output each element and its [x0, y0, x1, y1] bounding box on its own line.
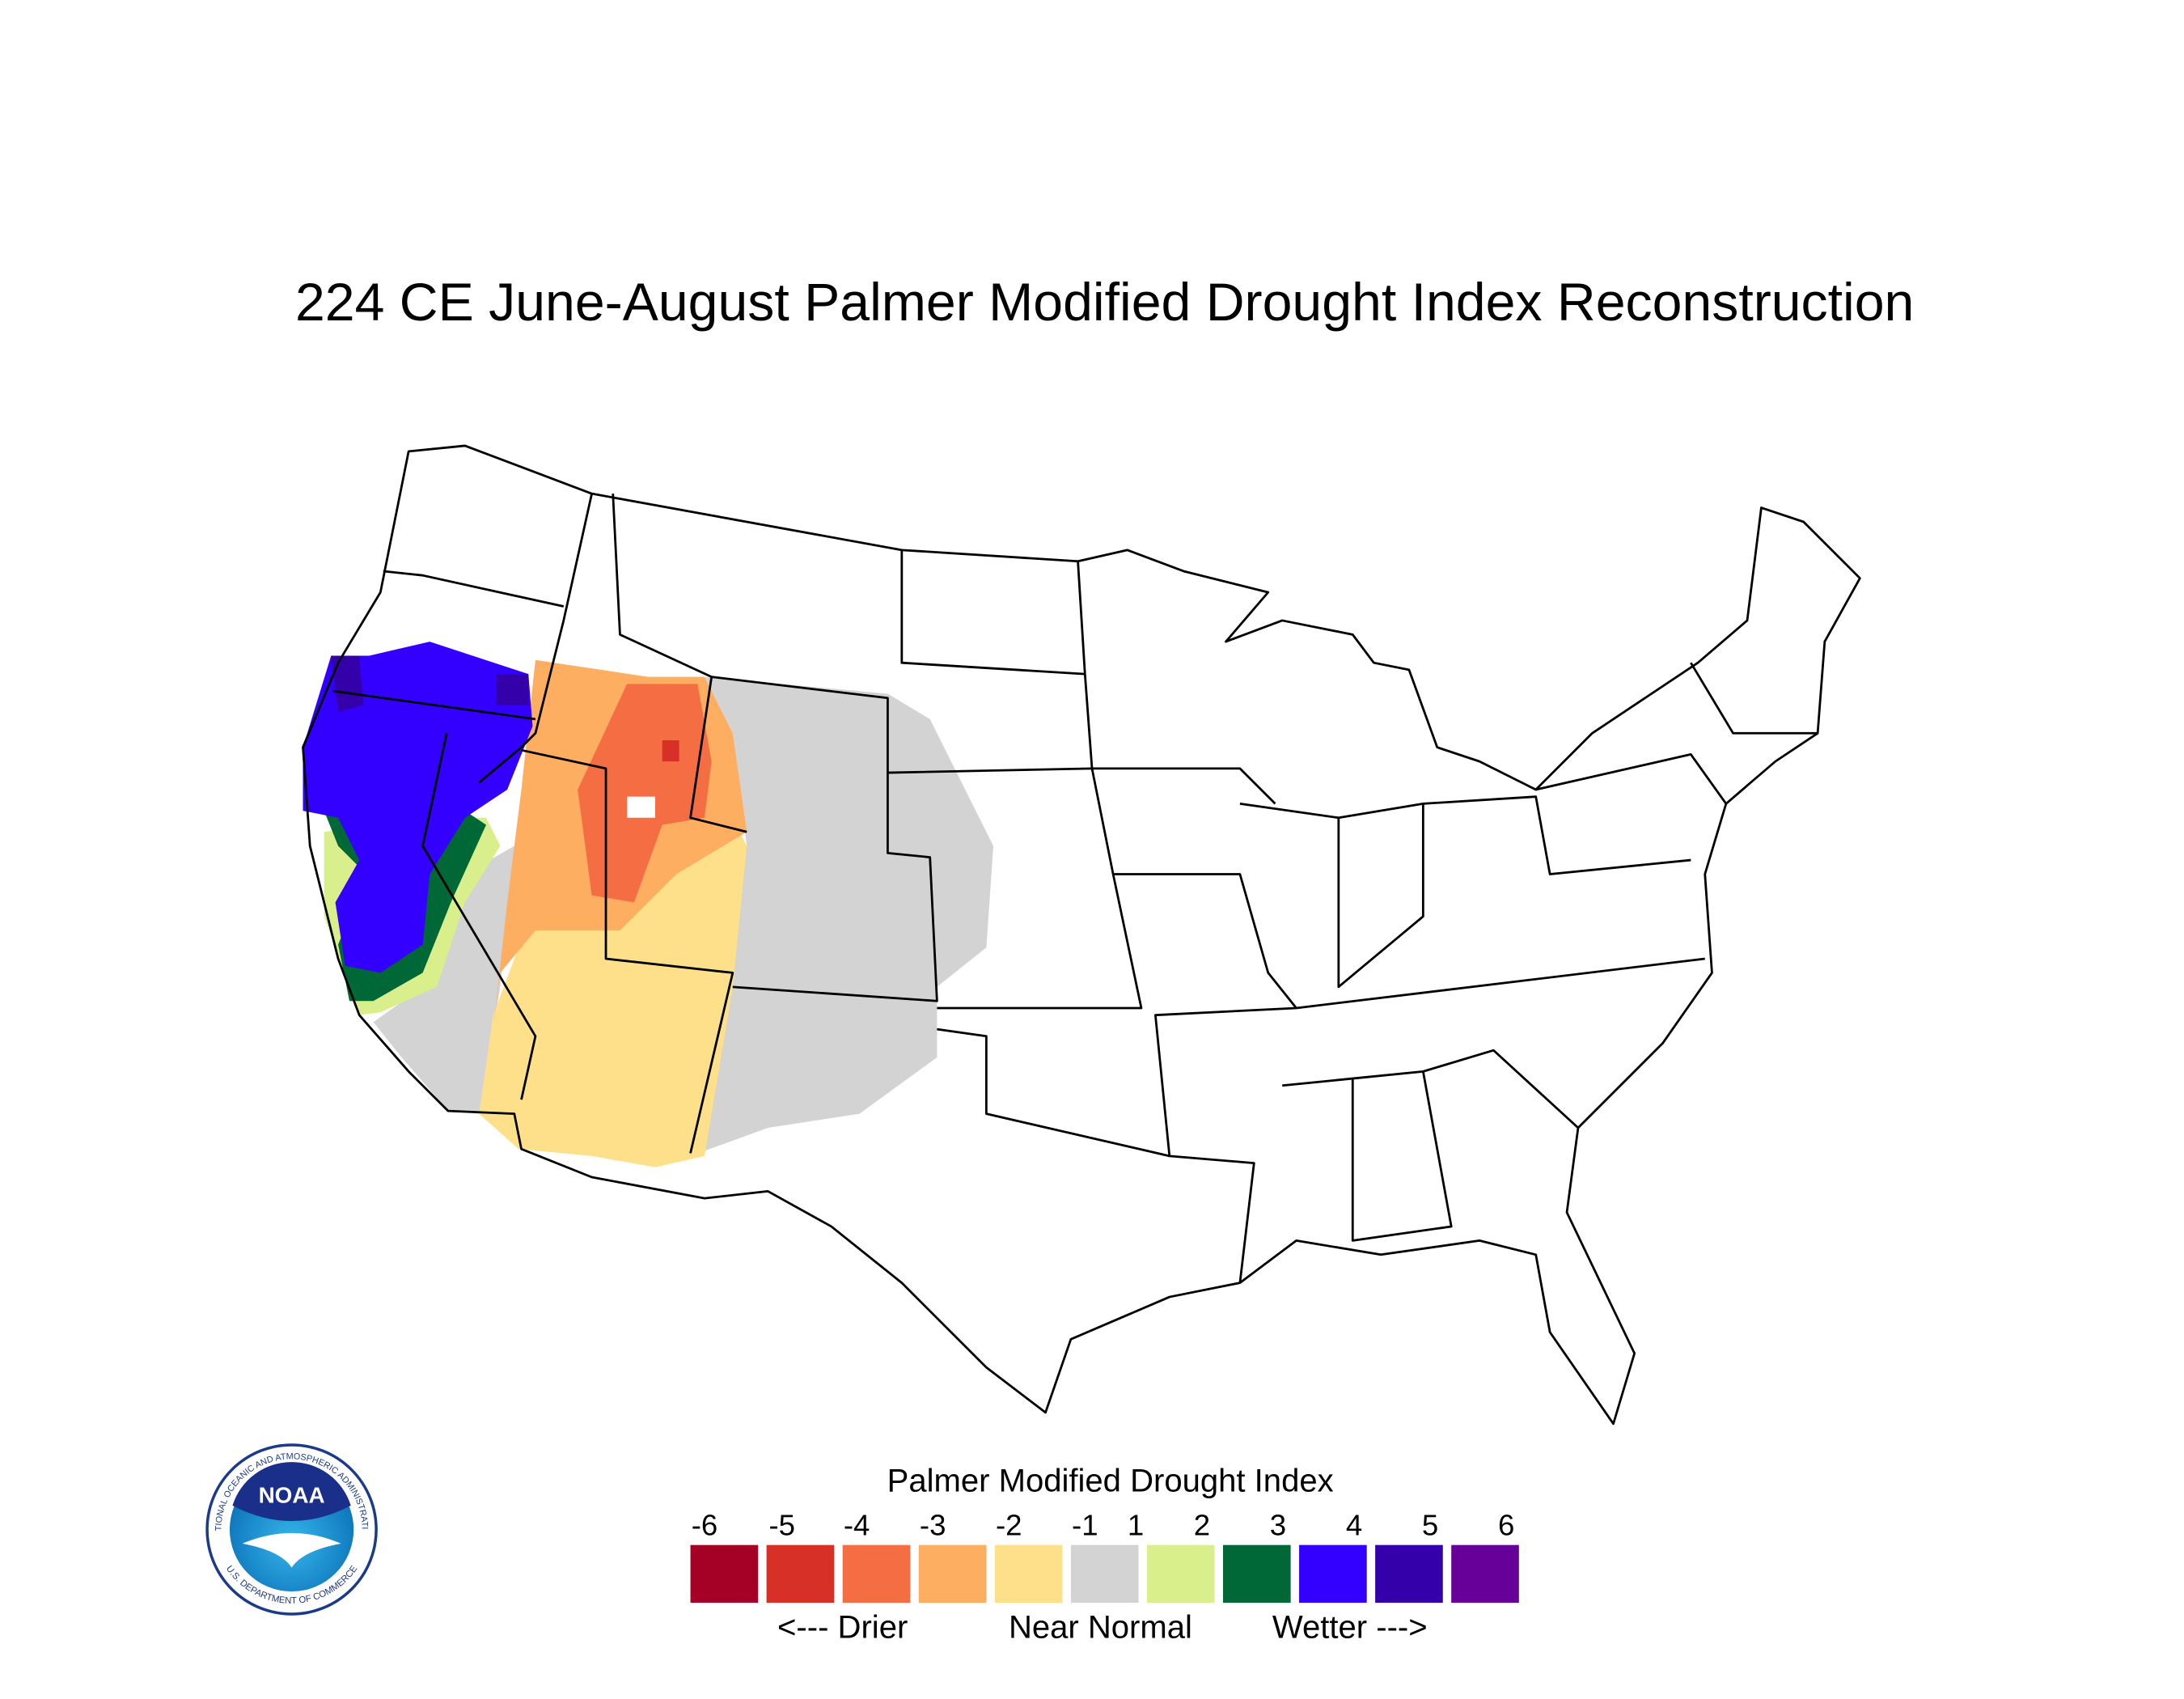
legend-swatch	[766, 1544, 835, 1604]
legend: Palmer Modified Drought Index -6 -5 -4 -3 -2…	[690, 1463, 1519, 1646]
state-line	[1690, 662, 1818, 735]
state-line	[711, 676, 938, 1002]
legend-swatch	[994, 1544, 1063, 1604]
near-normal-region	[690, 676, 994, 1156]
state-line	[332, 689, 536, 721]
dry-core	[578, 684, 712, 903]
state-line	[1535, 753, 1728, 805]
missing-cell	[627, 796, 655, 818]
very-dry-cell	[662, 740, 679, 762]
legend-tick-label: -2	[996, 1508, 1022, 1541]
state-line	[900, 549, 1276, 805]
legend-tick-label: 6	[1498, 1508, 1514, 1541]
legend-title: Palmer Modified Drought Index	[887, 1463, 1334, 1498]
legend-tick-label: -6	[692, 1508, 718, 1541]
us-outline	[302, 444, 1861, 1426]
legend-swatch	[1299, 1544, 1367, 1604]
legend-tick-label: 4	[1346, 1508, 1362, 1541]
state-line	[521, 748, 734, 1154]
state-line	[937, 957, 1705, 1158]
legend-label: Wetter --->	[1272, 1610, 1428, 1646]
legend-swatch	[1146, 1544, 1215, 1604]
legend-tick-label: -1	[1072, 1508, 1098, 1541]
map-title: 224 CE June-August Palmer Modified Droug…	[295, 273, 1914, 333]
legend-swatch	[1070, 1544, 1139, 1604]
legend-swatch	[690, 1544, 759, 1604]
legend-swatch	[1223, 1544, 1291, 1604]
extremely-wet-cell	[331, 655, 364, 713]
legend-tick-label: 1	[1128, 1508, 1144, 1541]
state-line	[1113, 873, 1297, 1009]
state-line	[1351, 1071, 1453, 1242]
legend-swatch	[918, 1544, 987, 1604]
extremely-wet-cell	[496, 674, 529, 705]
legend-swatch	[1375, 1544, 1443, 1604]
legend-tick-label: 5	[1422, 1508, 1438, 1541]
very-wet-region	[303, 642, 533, 973]
state-line	[1169, 1155, 1255, 1283]
legend-swatch	[1451, 1544, 1519, 1604]
logo-name: NOAA	[259, 1482, 325, 1507]
state-line	[1337, 803, 1424, 989]
legend-tick-label: 2	[1194, 1508, 1210, 1541]
state-line	[478, 493, 593, 784]
shaded-regions	[303, 642, 994, 1167]
legend-swatch	[842, 1544, 911, 1604]
state-boundaries	[302, 444, 1861, 1426]
state-line	[1077, 561, 1086, 675]
legend-label: Near Normal	[1009, 1610, 1192, 1646]
legend-tick-label: -3	[920, 1508, 946, 1541]
logo-bird	[242, 1532, 341, 1568]
legend-tick-label: 3	[1270, 1508, 1286, 1541]
state-line	[1239, 795, 1691, 875]
legend-tick-label: -5	[769, 1508, 796, 1541]
logo-top	[232, 1462, 351, 1522]
near-normal-region	[373, 845, 514, 1114]
legend-tick-label: -4	[844, 1508, 870, 1541]
state-line	[421, 733, 537, 1100]
legend-label: <--- Drier	[777, 1610, 908, 1646]
state-line	[383, 570, 565, 608]
